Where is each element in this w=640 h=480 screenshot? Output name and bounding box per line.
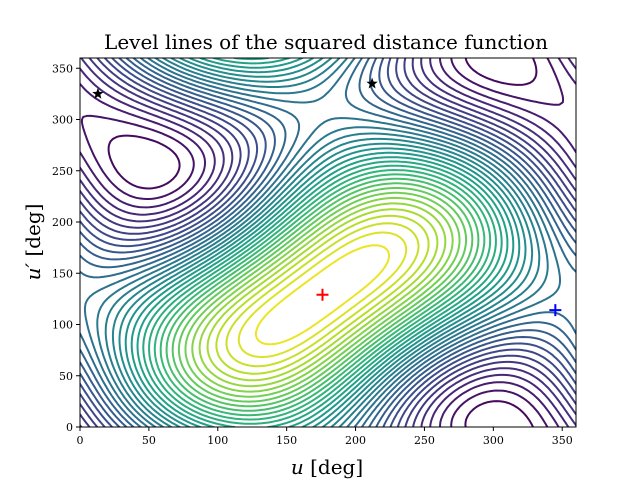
x-tick-label: 100 <box>207 434 228 447</box>
x-tick-label: 300 <box>483 434 504 447</box>
contour-level-9 <box>177 187 468 403</box>
contour-level-1 <box>254 244 390 346</box>
contour-level-21 <box>104 58 541 427</box>
marker-blue-plus <box>549 304 562 317</box>
marker-star-2 <box>366 77 378 89</box>
contour-level-2 <box>237 231 408 358</box>
contour-level-13 <box>153 169 492 421</box>
contour-level-27 <box>80 58 576 427</box>
contour-level-10 <box>171 182 474 408</box>
x-axis-label-unit: [deg] <box>310 455 363 479</box>
marker-red-plus <box>316 288 329 301</box>
y-tick-label: 350 <box>52 62 73 75</box>
contour-level-24 <box>80 58 576 427</box>
contour-level-29 <box>80 58 576 427</box>
markers <box>92 77 562 317</box>
contour-level-32 <box>80 58 576 427</box>
x-tick-label: 50 <box>142 434 156 447</box>
contour-level-15 <box>142 58 503 427</box>
x-tick-label: 200 <box>345 434 366 447</box>
y-tick-label: 50 <box>59 370 73 383</box>
x-tick-label: 0 <box>77 434 84 447</box>
contour-level-19 <box>118 58 527 427</box>
contour-level-3 <box>225 222 420 368</box>
contour-level-22 <box>96 58 549 427</box>
contour-level-14 <box>148 164 497 425</box>
plot-area <box>79 57 577 428</box>
x-axis-label-var: u <box>291 455 304 479</box>
contour-level-6 <box>198 202 447 388</box>
contour-level-8 <box>184 191 461 398</box>
marker-star-1 <box>92 87 104 99</box>
x-tick-label: 350 <box>552 434 573 447</box>
contour-level-28 <box>80 58 576 427</box>
contour-level-35 <box>80 58 565 427</box>
contour-level-12 <box>159 173 486 417</box>
x-axis-ticks: 0 50 100 150 200 250 300 350 <box>77 427 573 447</box>
plot-frame <box>79 57 577 428</box>
contour-level-7 <box>191 196 454 393</box>
contour-level-30 <box>80 58 576 427</box>
y-axis-label-var: u′ <box>21 263 45 281</box>
contour-level-20 <box>111 58 534 427</box>
contour-level-23 <box>83 58 561 427</box>
contour-level-26 <box>80 58 576 427</box>
contour-level-5 <box>206 208 439 382</box>
contour-level-4 <box>215 214 430 375</box>
contour-level-34 <box>80 58 576 427</box>
x-axis-label: u [deg] <box>291 455 363 479</box>
x-tick-label: 150 <box>276 434 297 447</box>
chart-title: Level lines of the squared distance func… <box>104 30 548 54</box>
y-tick-label: 250 <box>52 165 73 178</box>
y-tick-label: 200 <box>52 216 73 229</box>
contour-level-16 <box>136 58 509 427</box>
y-tick-label: 300 <box>52 114 73 127</box>
y-axis-label: u′ [deg] <box>21 204 45 281</box>
y-axis-label-unit: [deg] <box>21 204 45 257</box>
contour-level-11 <box>165 177 480 412</box>
contour-lines <box>80 58 576 427</box>
y-axis-ticks: 0 50 100 150 200 250 300 350 <box>52 62 80 434</box>
y-tick-label: 100 <box>52 319 73 332</box>
y-tick-label: 150 <box>52 267 73 280</box>
contour-level-25 <box>80 58 576 427</box>
y-tick-label: 0 <box>66 421 73 434</box>
contour-level-17 <box>130 58 515 427</box>
x-tick-label: 250 <box>414 434 435 447</box>
contour-level-31 <box>80 58 576 427</box>
contour-level-33 <box>80 58 576 427</box>
contour-level-36 <box>107 58 538 427</box>
contour-level-18 <box>124 58 521 427</box>
